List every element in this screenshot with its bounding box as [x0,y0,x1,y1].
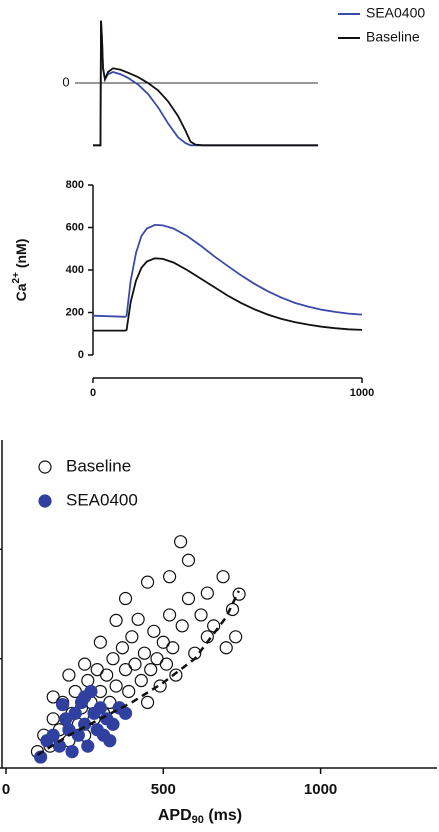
label-part: 90 [192,814,204,826]
point [137,646,152,660]
point [106,652,120,666]
y-tick-label: 800 [66,179,84,191]
point [103,734,117,748]
point [90,662,104,677]
point [109,613,123,628]
y-axis-label: Ca2+ (nM) [11,239,29,302]
x-axis-label: APD90 (ms) [158,807,242,826]
y-tick-label: 200 [66,306,84,318]
legend-label: SEA0400 [66,490,138,509]
point [78,690,92,704]
point [118,662,133,677]
point [118,706,133,720]
point [46,690,60,704]
point [65,744,79,759]
point [93,635,107,649]
fit-line [36,590,240,756]
point [159,657,174,671]
point [71,728,85,742]
label-part: (nM) [13,239,29,269]
legend-label: SEA0400 [366,5,425,21]
point [140,695,155,710]
point [131,612,145,626]
legend-marker [38,460,52,474]
label-part: Ca [13,283,29,301]
x-tick-label: 500 [151,781,176,798]
point [150,652,164,666]
point [162,570,177,584]
point [122,684,136,699]
point [166,641,180,655]
label-part: 2+ [11,272,22,284]
point [144,662,158,677]
trace [92,223,363,318]
point [162,608,177,622]
point [81,739,95,753]
trace [93,257,363,332]
point [46,728,60,742]
point [194,608,208,622]
point [174,535,188,549]
point [109,679,123,693]
point [128,657,142,671]
legend-marker [38,494,52,508]
y-tick-label: 400 [66,264,84,276]
point [81,673,95,688]
point [156,635,170,649]
trace [93,20,318,147]
point [153,679,167,693]
point [68,706,82,720]
point [229,630,243,644]
y-tick-label: 0 [62,74,69,89]
point [118,591,133,606]
point [216,570,230,584]
point [147,624,161,638]
x-tick-label: 0 [90,387,96,399]
point [115,641,130,655]
label-part: APD [158,807,192,824]
x-tick-label: 1000 [350,387,374,399]
point [232,587,246,601]
point [93,701,107,715]
x-tick-label: 0 [2,781,10,798]
point [169,668,183,682]
point [200,586,214,600]
point [181,553,196,567]
legend-label: Baseline [366,29,420,45]
point [125,630,139,644]
point [134,673,148,688]
point [181,591,196,606]
point [56,697,70,712]
x-tick-label: 1000 [304,781,337,798]
point [106,717,120,731]
point [100,668,114,682]
point [225,602,240,617]
point [175,619,189,633]
y-tick-label: 600 [66,221,84,233]
legend-label: Baseline [66,456,131,475]
point [46,712,60,726]
point [78,657,92,671]
point [140,575,155,589]
point [62,668,76,682]
label-part: (ms) [208,807,242,824]
point [219,641,233,655]
y-tick-label: 0 [78,349,84,361]
